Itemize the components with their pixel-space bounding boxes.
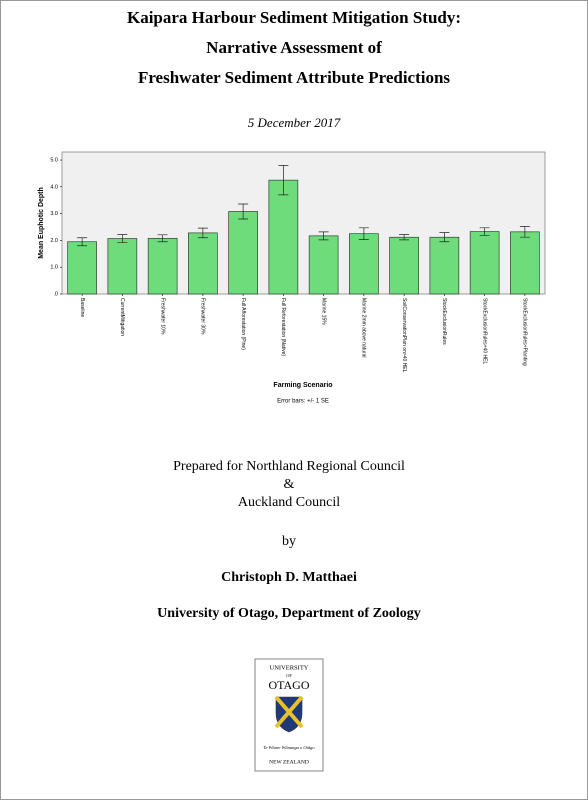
bar bbox=[188, 232, 218, 295]
author: Christoph D. Matthaei bbox=[221, 570, 357, 585]
crest-saltire bbox=[274, 695, 304, 729]
y-tick-label: 3.0 bbox=[50, 211, 58, 217]
error-bar bbox=[399, 234, 410, 241]
bar bbox=[510, 231, 540, 295]
title-line: Freshwater Sediment Attribute Prediction… bbox=[138, 68, 450, 87]
bar bbox=[429, 236, 460, 295]
error-bar bbox=[358, 227, 369, 240]
error-bar bbox=[77, 237, 88, 247]
logo-text: OTAGO bbox=[268, 678, 309, 692]
error-bar bbox=[197, 227, 208, 239]
x-tick-label: SoilConservationPlan on>40 HEL bbox=[401, 298, 407, 373]
logo-text: NEW ZEALAND bbox=[269, 759, 309, 765]
logo-text: Te Whare Wānanga o Otāgo bbox=[263, 745, 315, 750]
x-tick-label: Marine 2mm above natural bbox=[361, 298, 367, 357]
y-axis-label: Mean Euphotic Depth bbox=[38, 187, 45, 259]
error-bar bbox=[278, 165, 289, 196]
bar bbox=[228, 211, 258, 295]
by: by bbox=[282, 534, 296, 549]
x-tick-label: StockExclusionRules+40 HEL bbox=[481, 298, 487, 365]
affiliation: University of Otago, Department of Zoolo… bbox=[157, 606, 421, 621]
plot-area bbox=[61, 151, 546, 295]
bar bbox=[67, 241, 97, 295]
prepared-line: Prepared for Northland Regional Council bbox=[173, 459, 405, 474]
prepared-line: Auckland Council bbox=[238, 495, 340, 510]
x-tick-label: Full Afforestation (Pine) bbox=[240, 298, 246, 350]
bar bbox=[349, 233, 379, 295]
x-axis-label: Farming Scenario bbox=[273, 382, 332, 389]
bar bbox=[268, 179, 299, 295]
x-tick-label: Freshwater 10% bbox=[159, 298, 165, 335]
prepared-line: & bbox=[284, 477, 295, 492]
chart: .0 1.0 2.0 3.0 4.0 5.0 Baseline CurrentMitigati… bbox=[50, 157, 540, 373]
logo-text: UNIVERSITY bbox=[270, 664, 309, 671]
date: 5 December 2017 bbox=[248, 115, 341, 130]
y-tick-label: .0 bbox=[53, 291, 58, 297]
x-tick-label: StockExclusionRules bbox=[441, 298, 447, 345]
error-bar bbox=[157, 234, 168, 243]
bar bbox=[147, 237, 178, 295]
x-tick-label: Baseline bbox=[79, 298, 85, 317]
y-tick-label: 5.0 bbox=[50, 157, 58, 163]
x-tick-label: Freshwater 30% bbox=[200, 298, 206, 335]
error-bar bbox=[519, 226, 530, 238]
x-tick-label: Full Reforestation (Native) bbox=[280, 298, 286, 356]
title-line: Narrative Assessment of bbox=[206, 38, 382, 57]
x-tick-label: Marine 15% bbox=[320, 298, 326, 325]
chart-note: Error bars: +/- 1 SE bbox=[277, 399, 329, 405]
error-bar bbox=[479, 227, 490, 236]
y-tick-label: 4.0 bbox=[50, 184, 58, 190]
bar bbox=[107, 238, 138, 295]
logo-text: OF bbox=[286, 673, 292, 678]
x-tick-label: CurrentMitigation bbox=[119, 298, 125, 336]
bar bbox=[308, 235, 339, 295]
title-line: Kaipara Harbour Sediment Mitigation Stud… bbox=[127, 8, 461, 27]
error-bar bbox=[238, 203, 249, 220]
error-bar bbox=[318, 231, 329, 241]
error-bar bbox=[439, 232, 450, 243]
x-tick-label: StockExclusionRules+Planting bbox=[522, 298, 528, 366]
y-tick-label: 1.0 bbox=[50, 265, 58, 271]
error-bar bbox=[117, 234, 128, 243]
bar bbox=[469, 231, 500, 295]
y-tick-label: 2.0 bbox=[50, 238, 58, 244]
bar bbox=[389, 236, 419, 295]
